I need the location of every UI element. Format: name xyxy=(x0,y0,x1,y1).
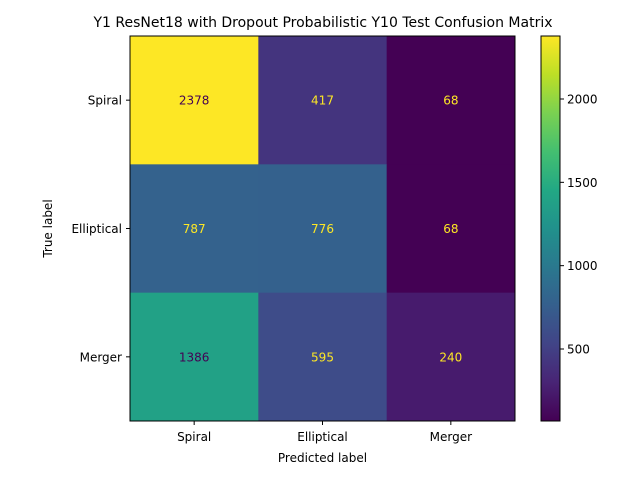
y-tick-label: Spiral xyxy=(88,94,122,108)
matrix-cell xyxy=(386,164,516,294)
matrix-cell-value: 240 xyxy=(439,350,462,364)
x-tick-label: Spiral xyxy=(177,430,211,444)
colorbar-tick-label: 1500 xyxy=(567,176,598,190)
colorbar xyxy=(540,35,561,422)
matrix-cell-value: 776 xyxy=(311,222,334,236)
chart-title: Y1 ResNet18 with Dropout Probabilistic Y… xyxy=(92,15,552,31)
matrix-cell-value: 595 xyxy=(311,350,334,364)
matrix-cell xyxy=(258,36,388,165)
y-axis-ticks: Spiral Elliptical Merger xyxy=(71,94,130,364)
x-axis-ticks: Spiral Elliptical Merger xyxy=(177,421,472,444)
matrix-cell xyxy=(258,164,388,294)
colorbar-tick-label: 2000 xyxy=(567,93,598,107)
x-tick-label: Merger xyxy=(430,430,472,444)
matrix-cell xyxy=(258,292,388,422)
matrix-cell xyxy=(386,36,516,165)
y-tick-label: Merger xyxy=(80,350,122,364)
matrix-cell-value: 787 xyxy=(183,222,206,236)
y-axis-label: True label xyxy=(41,199,55,258)
matrix-cell-value: 68 xyxy=(443,222,458,236)
matrix-cell xyxy=(130,164,259,294)
matrix-cell xyxy=(130,292,259,422)
matrix-cell-value: 2378 xyxy=(179,94,210,108)
matrix-cell-labels: 2378 417 68 787 776 68 1386 595 240 xyxy=(179,94,462,365)
matrix-cell-value: 1386 xyxy=(179,350,210,364)
matrix-cell-value: 417 xyxy=(311,94,334,108)
matrix-cells xyxy=(130,36,516,422)
x-tick-label: Elliptical xyxy=(297,430,348,444)
colorbar-tick-label: 500 xyxy=(567,343,590,357)
matrix-cell-value: 68 xyxy=(443,94,458,108)
x-axis-label: Predicted label xyxy=(278,451,367,465)
colorbar-ticks: 500 1000 1500 2000 xyxy=(560,93,598,357)
matrix-cell xyxy=(130,36,259,165)
colorbar-tick-label: 1000 xyxy=(567,259,598,273)
y-tick-label: Elliptical xyxy=(71,222,122,236)
matrix-cell xyxy=(386,292,516,422)
